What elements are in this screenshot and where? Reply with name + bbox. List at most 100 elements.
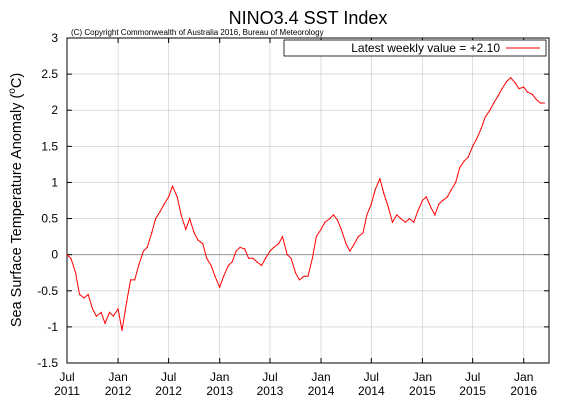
- x-tick-label-year: 2011: [54, 384, 80, 398]
- data-point: [185, 228, 187, 230]
- data-point: [264, 257, 267, 259]
- data-point: [286, 254, 288, 256]
- data-point: [104, 322, 106, 324]
- data-point: [252, 257, 254, 259]
- x-tick-label-month: Jan: [413, 370, 432, 384]
- data-point: [202, 243, 204, 245]
- data-point: [506, 80, 508, 82]
- x-tick-labels: Jul2011Jan2012Jul2012Jan2013Jul2013Jan20…: [54, 370, 537, 398]
- chart-title: NINO3.4 SST Index: [229, 8, 388, 28]
- data-point: [475, 138, 478, 140]
- data-point: [159, 210, 161, 212]
- data-point: [239, 246, 241, 248]
- data-point: [472, 145, 474, 147]
- data-point: [400, 218, 402, 220]
- data-point: [434, 214, 436, 216]
- data-point: [510, 77, 512, 79]
- data-point: [189, 218, 191, 220]
- data-point: [197, 239, 199, 241]
- data-point: [527, 91, 529, 93]
- data-point: [138, 264, 140, 267]
- data-point: [362, 232, 364, 234]
- y-tick-label: 1: [51, 175, 58, 189]
- data-point: [75, 272, 77, 274]
- data-point: [235, 250, 237, 252]
- data-point: [210, 264, 212, 267]
- data-point: [108, 311, 111, 313]
- data-point: [223, 275, 225, 277]
- data-point: [535, 98, 537, 100]
- x-tick-label-month: Jul: [59, 370, 74, 384]
- data-point: [307, 275, 309, 277]
- x-tick-label-year: 2012: [155, 384, 182, 398]
- data-point: [366, 214, 368, 216]
- data-point: [278, 243, 280, 245]
- data-point: [463, 160, 465, 162]
- data-point: [248, 257, 250, 259]
- x-tick-label-month: Jan: [311, 370, 330, 384]
- data-point: [261, 264, 263, 267]
- data-point: [320, 228, 322, 230]
- y-tick-label: 0: [51, 248, 58, 262]
- y-tick-label: 3: [51, 31, 58, 45]
- x-tick-label-year: 2015: [409, 384, 436, 398]
- x-tick-label-month: Jul: [161, 370, 176, 384]
- x-tick-label-month: Jul: [262, 370, 277, 384]
- data-point: [332, 214, 335, 216]
- data-point: [315, 236, 317, 238]
- data-point: [349, 250, 351, 252]
- y-axis-label-unit: C): [9, 73, 25, 88]
- y-axis-label-superscript: o: [7, 88, 18, 94]
- data-point: [425, 196, 427, 198]
- y-axis-label-main: Sea Surface Temperature Anomaly (: [9, 94, 25, 328]
- x-tick-label-month: Jan: [210, 370, 229, 384]
- series-group: [66, 76, 545, 332]
- data-point: [336, 219, 338, 221]
- data-point: [112, 315, 114, 317]
- sst-anomaly-line: [66, 76, 545, 331]
- copyright-note: (C) Copyright Commonwealth of Australia …: [71, 28, 324, 37]
- data-point: [345, 243, 347, 245]
- data-point: [66, 254, 68, 256]
- data-point: [421, 199, 423, 202]
- data-point: [396, 214, 398, 216]
- plot-frame: [66, 37, 550, 364]
- legend-label: Latest weekly value = +2.10: [351, 41, 500, 55]
- data-point: [87, 293, 89, 295]
- data-point: [467, 156, 469, 158]
- x-tick-label-year: 2016: [510, 384, 537, 398]
- data-point: [518, 88, 520, 90]
- data-point: [353, 243, 355, 245]
- data-point: [404, 221, 407, 223]
- data-point: [100, 311, 102, 313]
- data-point: [155, 218, 157, 220]
- data-point: [501, 88, 503, 90]
- x-tick-label-month: Jan: [514, 370, 533, 384]
- y-tick-labels: -1.5 -1 -0.5 0 0.5 1 1.5 2 2.5 3: [37, 31, 58, 370]
- data-point: [256, 261, 258, 263]
- data-point: [219, 286, 221, 288]
- data-point: [206, 257, 208, 259]
- data-point: [455, 181, 457, 183]
- data-point: [438, 203, 440, 205]
- data-point: [459, 167, 461, 169]
- y-tick-label: -1.5: [37, 356, 58, 370]
- data-point: [151, 232, 153, 234]
- data-point: [176, 196, 178, 198]
- data-point: [357, 236, 359, 238]
- legend: Latest weekly value = +2.10: [283, 39, 547, 57]
- data-point: [83, 297, 85, 299]
- data-point: [430, 207, 432, 209]
- data-point: [70, 257, 72, 259]
- x-tick-label-month: Jul: [364, 370, 379, 384]
- data-point: [484, 116, 486, 118]
- y-tick-label: 2: [51, 103, 58, 117]
- y-tick-label: -0.5: [37, 284, 58, 298]
- data-point: [163, 203, 165, 205]
- data-point: [383, 192, 385, 194]
- y-tick-label: 1.5: [41, 139, 58, 153]
- y-tick-label: 2.5: [41, 67, 58, 81]
- data-point: [298, 279, 300, 281]
- x-tick-label-year: 2014: [358, 384, 385, 398]
